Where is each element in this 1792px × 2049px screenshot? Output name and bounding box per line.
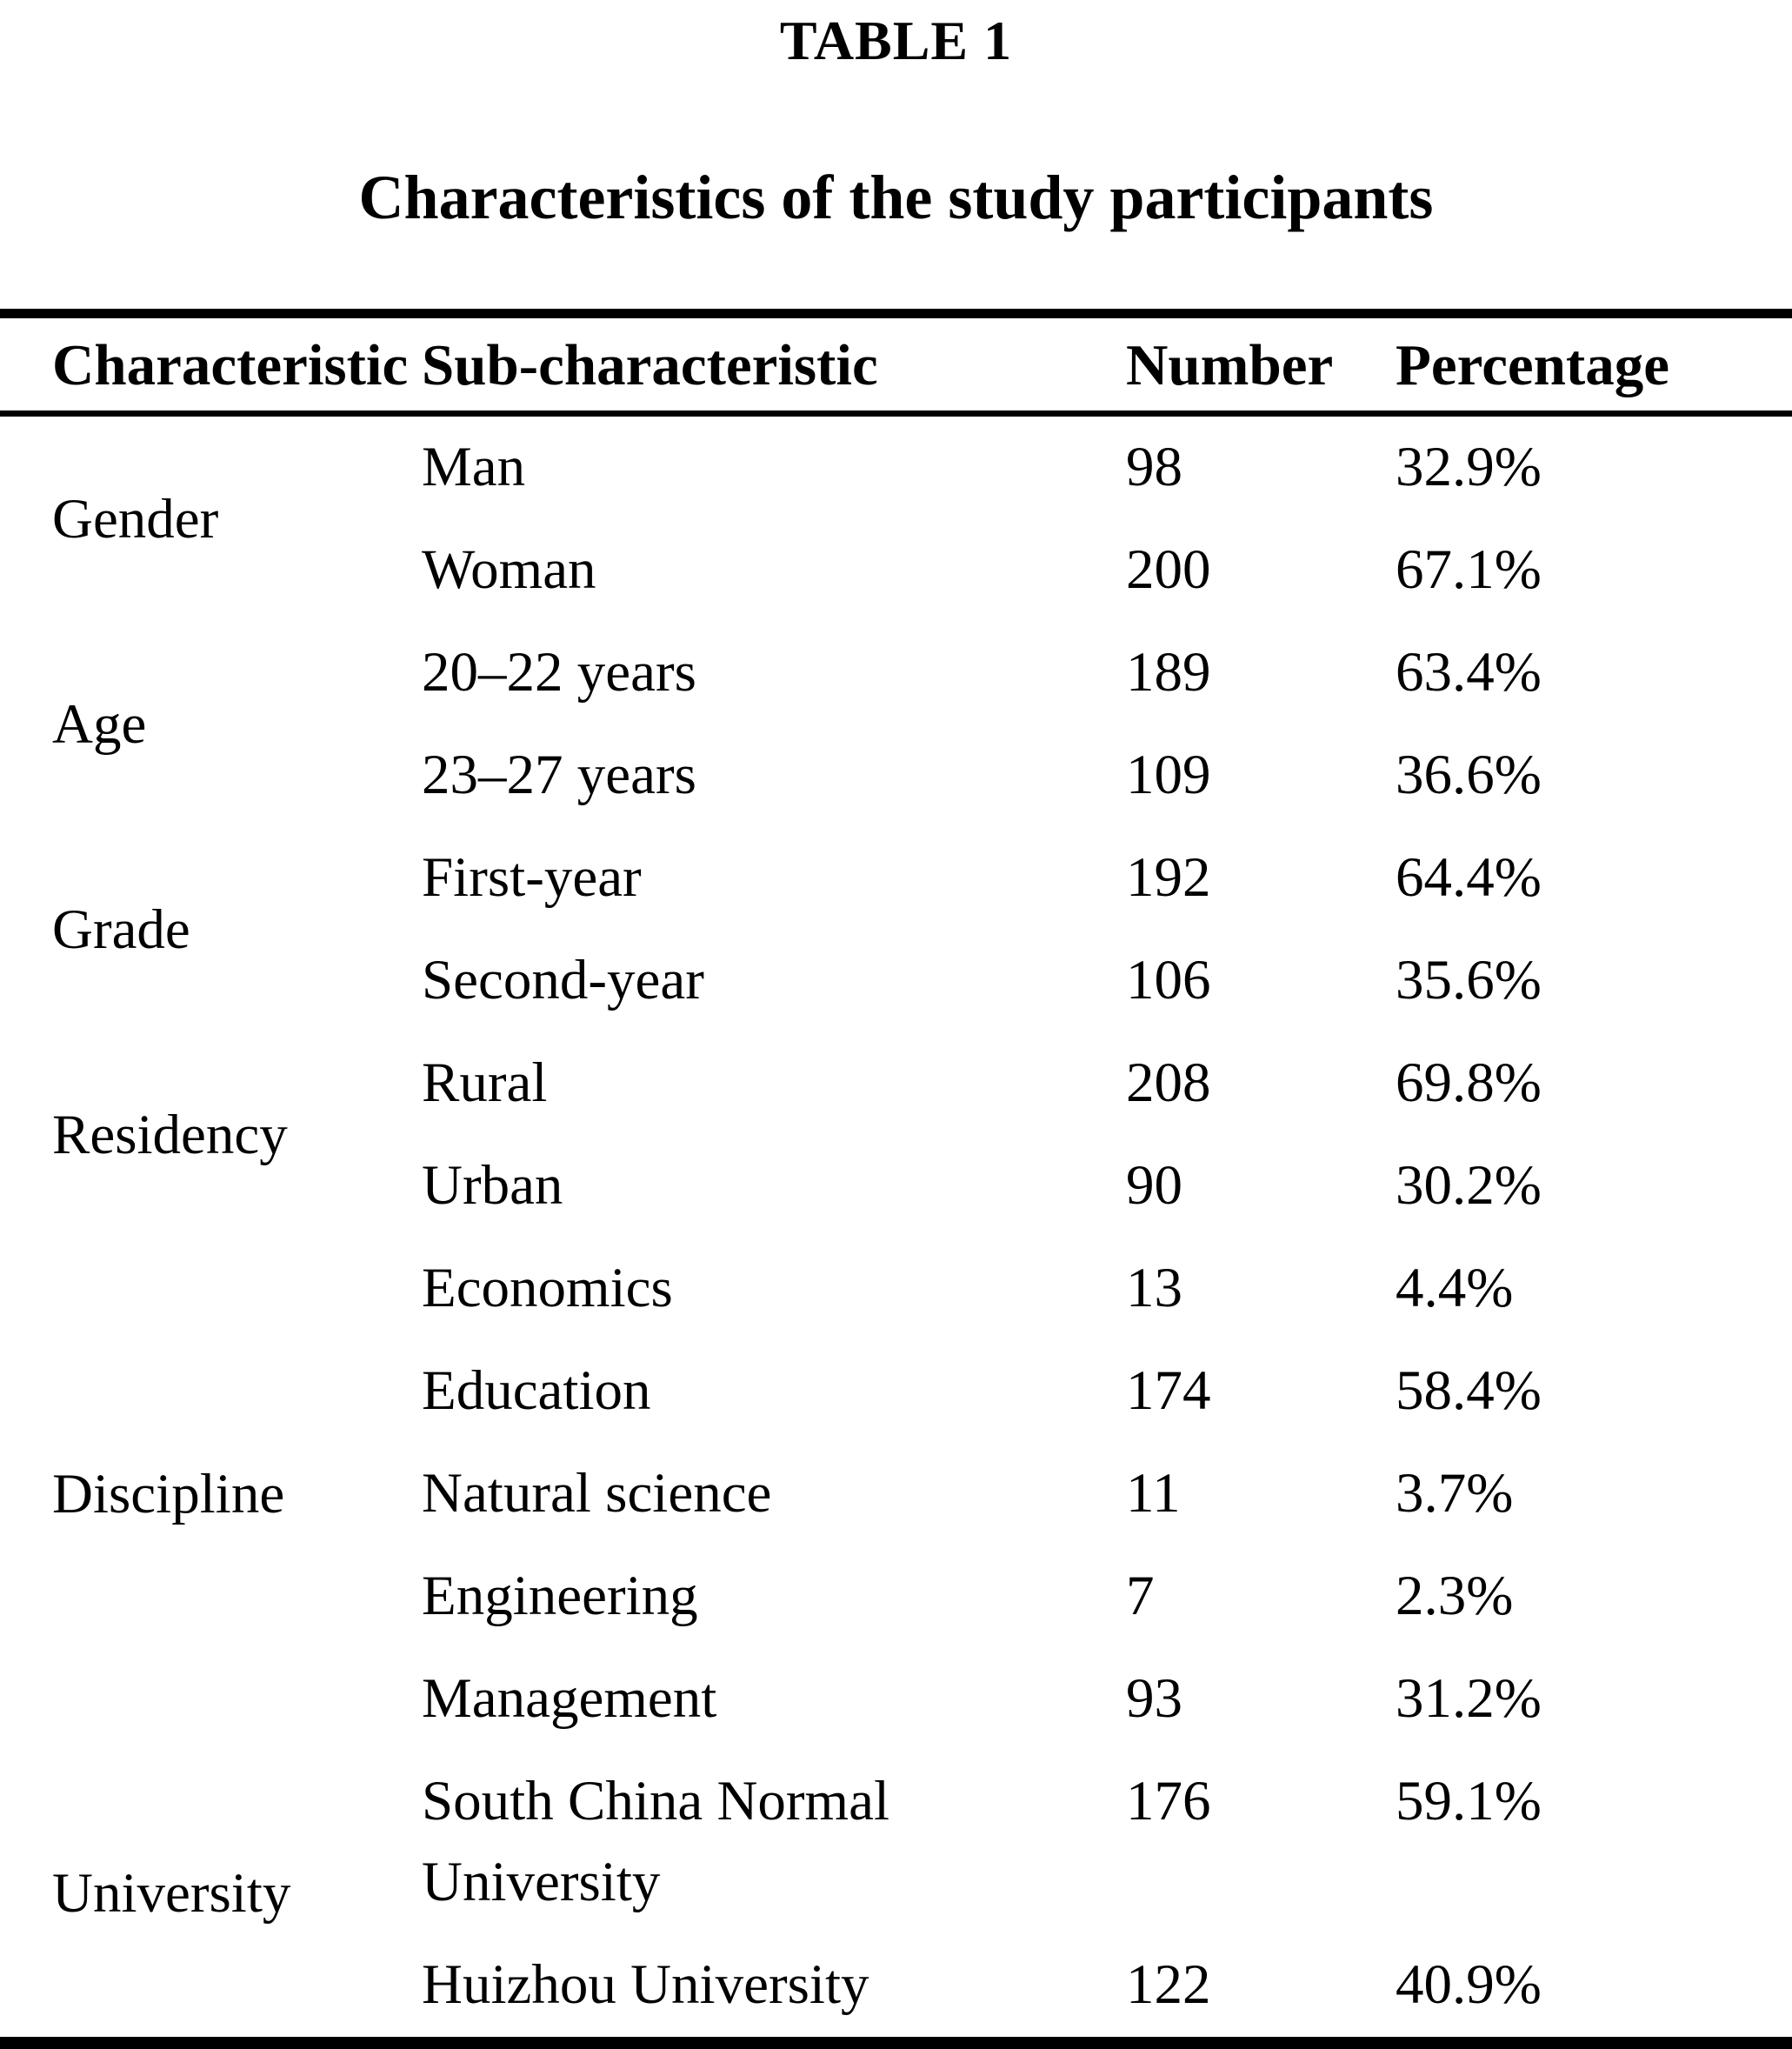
sub-characteristic-cell: 23–27 years: [422, 744, 696, 806]
number-cell: 192: [1126, 846, 1211, 909]
percentage-cell: 59.1%: [1396, 1770, 1542, 1832]
number-cell: 208: [1126, 1051, 1211, 1114]
group-discipline: Discipline Economics 13 4.4% Education 1…: [0, 1238, 1792, 1751]
sub-characteristic-cell: Management: [422, 1667, 717, 1730]
sub-characteristic-cell: Second-year: [422, 949, 704, 1011]
table-row: Residency Rural 208 69.8%: [0, 1032, 1792, 1166]
sub-characteristic-cell: Engineering: [422, 1565, 698, 1627]
percentage-cell: 30.2%: [1396, 1154, 1542, 1217]
number-cell: 13: [1126, 1257, 1182, 1319]
percentage-cell: 69.8%: [1396, 1051, 1542, 1114]
column-header-sub-characteristic: Sub-characteristic: [422, 313, 1126, 417]
percentage-cell: 40.9%: [1396, 1953, 1542, 2016]
column-header-percentage: Percentage: [1396, 313, 1792, 417]
percentage-cell: 58.4%: [1396, 1359, 1542, 1422]
percentage-cell: 35.6%: [1396, 949, 1542, 1011]
number-cell: 189: [1126, 641, 1211, 704]
table-row: Huizhou University 122 40.9%: [0, 1934, 1792, 2045]
number-cell: 90: [1126, 1154, 1182, 1217]
number-cell: 98: [1126, 436, 1182, 498]
participants-table: Characteristic Sub-characteristic Number…: [0, 309, 1792, 2049]
sub-characteristic-cell: Huizhou University: [422, 1953, 869, 2016]
table-row: Management 93 31.2%: [0, 1648, 1792, 1751]
group-label-cell: Gender: [52, 487, 219, 551]
group-age: Age 20–22 years 189 63.4% 23–27 years 10…: [0, 622, 1792, 827]
number-cell: 109: [1126, 744, 1211, 806]
sub-characteristic-cell: Man: [422, 436, 526, 498]
table-row: Grade First-year 192 64.4%: [0, 827, 1792, 961]
sub-characteristic-cell: Woman: [422, 538, 596, 601]
group-university: University South China Normal University…: [0, 1751, 1792, 2045]
sub-characteristic-cell: Rural: [422, 1051, 548, 1114]
group-residency: Residency Rural 208 69.8% Urban 90 30.2%: [0, 1032, 1792, 1238]
sub-characteristic-cell: 20–22 years: [422, 641, 696, 704]
number-cell: 174: [1126, 1359, 1211, 1422]
table-row: Discipline Economics 13 4.4%: [0, 1238, 1792, 1525]
group-gender: Gender Man 98 32.9% Woman 200 67.1%: [0, 414, 1792, 623]
percentage-cell: 63.4%: [1396, 641, 1542, 704]
header-row: Characteristic Sub-characteristic Number…: [0, 313, 1792, 417]
percentage-cell: 31.2%: [1396, 1667, 1542, 1730]
sub-characteristic-cell: Natural science: [422, 1462, 772, 1525]
number-cell: 122: [1126, 1953, 1211, 2016]
table-number-title: TABLE 1: [779, 10, 1013, 71]
percentage-cell: 67.1%: [1396, 538, 1542, 601]
percentage-cell: 64.4%: [1396, 846, 1542, 909]
group-label-cell: Age: [52, 692, 147, 756]
percentage-cell: 4.4%: [1396, 1257, 1514, 1319]
sub-characteristic-cell: First-year: [422, 846, 642, 909]
sub-characteristic-cell: Economics: [422, 1257, 673, 1319]
number-cell: 176: [1126, 1770, 1211, 1832]
group-label-cell: University: [52, 1862, 291, 1925]
percentage-cell: 2.3%: [1396, 1565, 1514, 1627]
sub-characteristic-cell: South China Normal University: [422, 1770, 890, 1913]
number-cell: 93: [1126, 1667, 1182, 1730]
table-row: 23–27 years 109 36.6%: [0, 724, 1792, 827]
group-label-cell: Discipline: [52, 1462, 285, 1525]
number-cell: 200: [1126, 538, 1211, 601]
sub-characteristic-cell: Education: [422, 1359, 651, 1422]
table-row: Urban 90 30.2%: [0, 1135, 1792, 1238]
group-label-cell: Residency: [52, 1103, 288, 1166]
number-cell: 106: [1126, 949, 1211, 1011]
table-row: Natural science 11 3.7%: [0, 1443, 1792, 1545]
sub-characteristic-cell: Urban: [422, 1154, 563, 1217]
table-row: University South China Normal University…: [0, 1751, 1792, 1934]
percentage-cell: 36.6%: [1396, 744, 1542, 806]
percentage-cell: 3.7%: [1396, 1462, 1514, 1525]
table-row: Second-year 106 35.6%: [0, 930, 1792, 1032]
number-cell: 7: [1126, 1565, 1155, 1627]
table-row: Education 174 58.4%: [0, 1340, 1792, 1443]
table-row: Gender Man 98 32.9%: [0, 414, 1792, 551]
table-header: Characteristic Sub-characteristic Number…: [0, 313, 1792, 417]
table-row: Woman 200 67.1%: [0, 519, 1792, 622]
column-header-number: Number: [1126, 313, 1396, 417]
group-grade: Grade First-year 192 64.4% Second-year 1…: [0, 827, 1792, 1032]
table-caption: Characteristics of the study participant…: [358, 163, 1434, 232]
table-row: Engineering 7 2.3%: [0, 1545, 1792, 1648]
table-row: Age 20–22 years 189 63.4%: [0, 622, 1792, 756]
percentage-cell: 32.9%: [1396, 436, 1542, 498]
number-cell: 11: [1126, 1462, 1181, 1525]
column-header-characteristic: Characteristic: [0, 313, 422, 417]
group-label-cell: Grade: [52, 898, 190, 961]
